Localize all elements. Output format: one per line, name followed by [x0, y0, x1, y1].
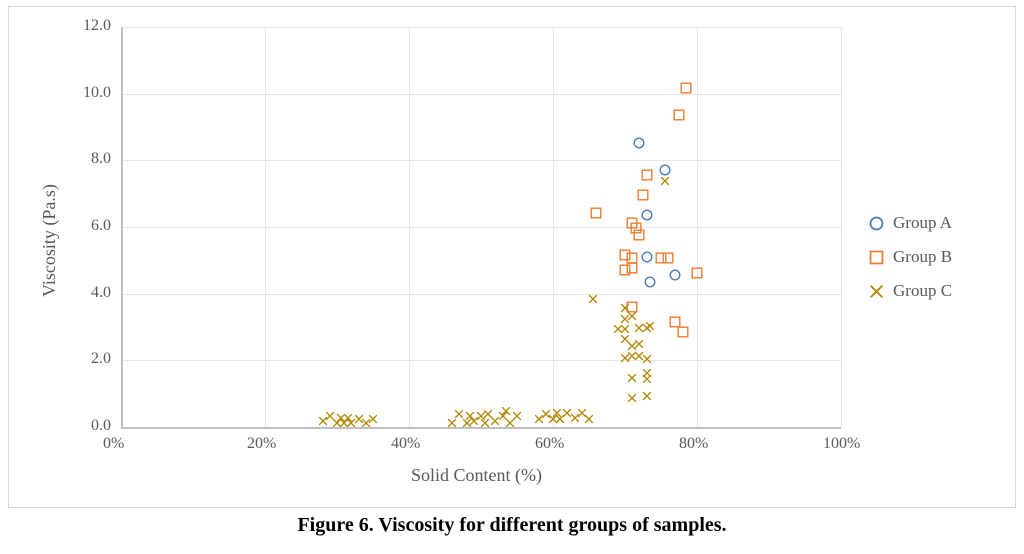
- legend-swatch-icon: [867, 282, 885, 300]
- gridline-h: [121, 227, 841, 228]
- legend-item-b: Group B: [867, 247, 1007, 267]
- x-tick-label: 40%: [391, 435, 420, 453]
- legend-item-a: Group A: [867, 213, 1007, 233]
- legend-item-c: Group C: [867, 281, 1007, 301]
- legend-label: Group B: [893, 247, 952, 267]
- x-axis-title: Solid Content (%): [411, 465, 542, 486]
- gridline-h: [121, 27, 841, 28]
- x-tick-label: 20%: [247, 435, 276, 453]
- legend: Group A Group B Group C: [867, 199, 1007, 315]
- y-tick-label: 12.0: [83, 17, 111, 35]
- figure-caption: Figure 6. Viscosity for different groups…: [8, 514, 1016, 537]
- gridline-v: [409, 27, 410, 427]
- gridline-v: [697, 27, 698, 427]
- x-tick-label: 0%: [103, 435, 124, 453]
- x-tick-label: 80%: [679, 435, 708, 453]
- y-tick-label: 8.0: [91, 150, 111, 168]
- gridline-v: [265, 27, 266, 427]
- scatter-chart: Viscosity (Pa.s) Solid Content (%) Group…: [8, 6, 1016, 508]
- y-tick-label: 0.0: [91, 417, 111, 435]
- gridline-h: [121, 294, 841, 295]
- x-tick-label: 100%: [823, 435, 860, 453]
- y-axis-title: Viscosity (Pa.s): [39, 184, 60, 297]
- gridline-v: [553, 27, 554, 427]
- y-tick-label: 2.0: [91, 350, 111, 368]
- y-tick-label: 4.0: [91, 284, 111, 302]
- legend-swatch-icon: [867, 248, 885, 266]
- y-tick-label: 10.0: [83, 84, 111, 102]
- legend-label: Group A: [893, 213, 952, 233]
- gridline-v: [841, 27, 842, 427]
- figure-wrap: Viscosity (Pa.s) Solid Content (%) Group…: [0, 0, 1024, 554]
- gridline-h: [121, 360, 841, 361]
- y-tick-label: 6.0: [91, 217, 111, 235]
- legend-label: Group C: [893, 281, 952, 301]
- x-axis-line: [121, 427, 841, 429]
- y-axis-line: [121, 27, 123, 427]
- gridline-h: [121, 94, 841, 95]
- gridline-h: [121, 160, 841, 161]
- x-tick-label: 60%: [535, 435, 564, 453]
- legend-swatch-icon: [867, 214, 885, 232]
